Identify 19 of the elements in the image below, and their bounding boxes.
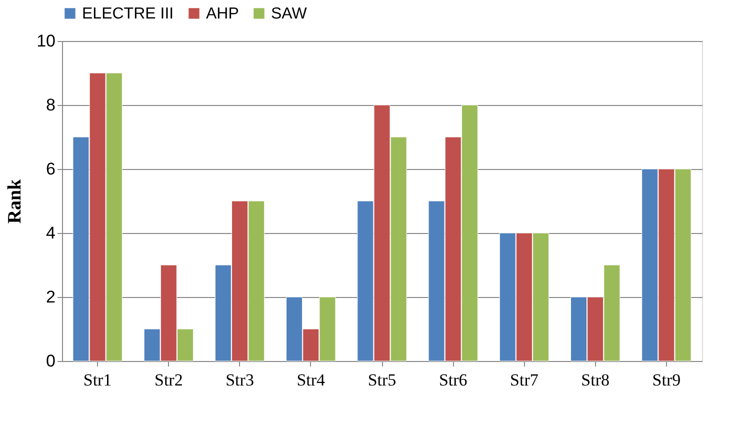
x-tick-label: Str3 [226,370,254,390]
y-tick-label: 6 [46,160,56,178]
x-tick-label: Str8 [581,370,610,390]
x-tick-label: Str6 [438,370,468,390]
x-tick-label: Str7 [510,370,539,390]
x-tick-label: Str4 [296,370,326,390]
y-tick-label: 10 [36,32,56,50]
y-tick-label: 0 [46,352,56,370]
x-tick-label: Str9 [652,370,681,390]
x-tick-label: Str2 [154,370,183,390]
legend-label: AHP [206,5,239,22]
y-tick-label: 4 [46,224,56,242]
legend-label: ELECTRE III [82,5,174,22]
y-tick-label: 8 [46,96,56,114]
y-tick-label: 2 [46,288,56,306]
x-tick-label: Str1 [83,370,112,390]
y-axis-title: Rank [4,178,26,224]
legend-label: SAW [271,5,308,22]
x-tick-label: Str5 [368,370,396,390]
